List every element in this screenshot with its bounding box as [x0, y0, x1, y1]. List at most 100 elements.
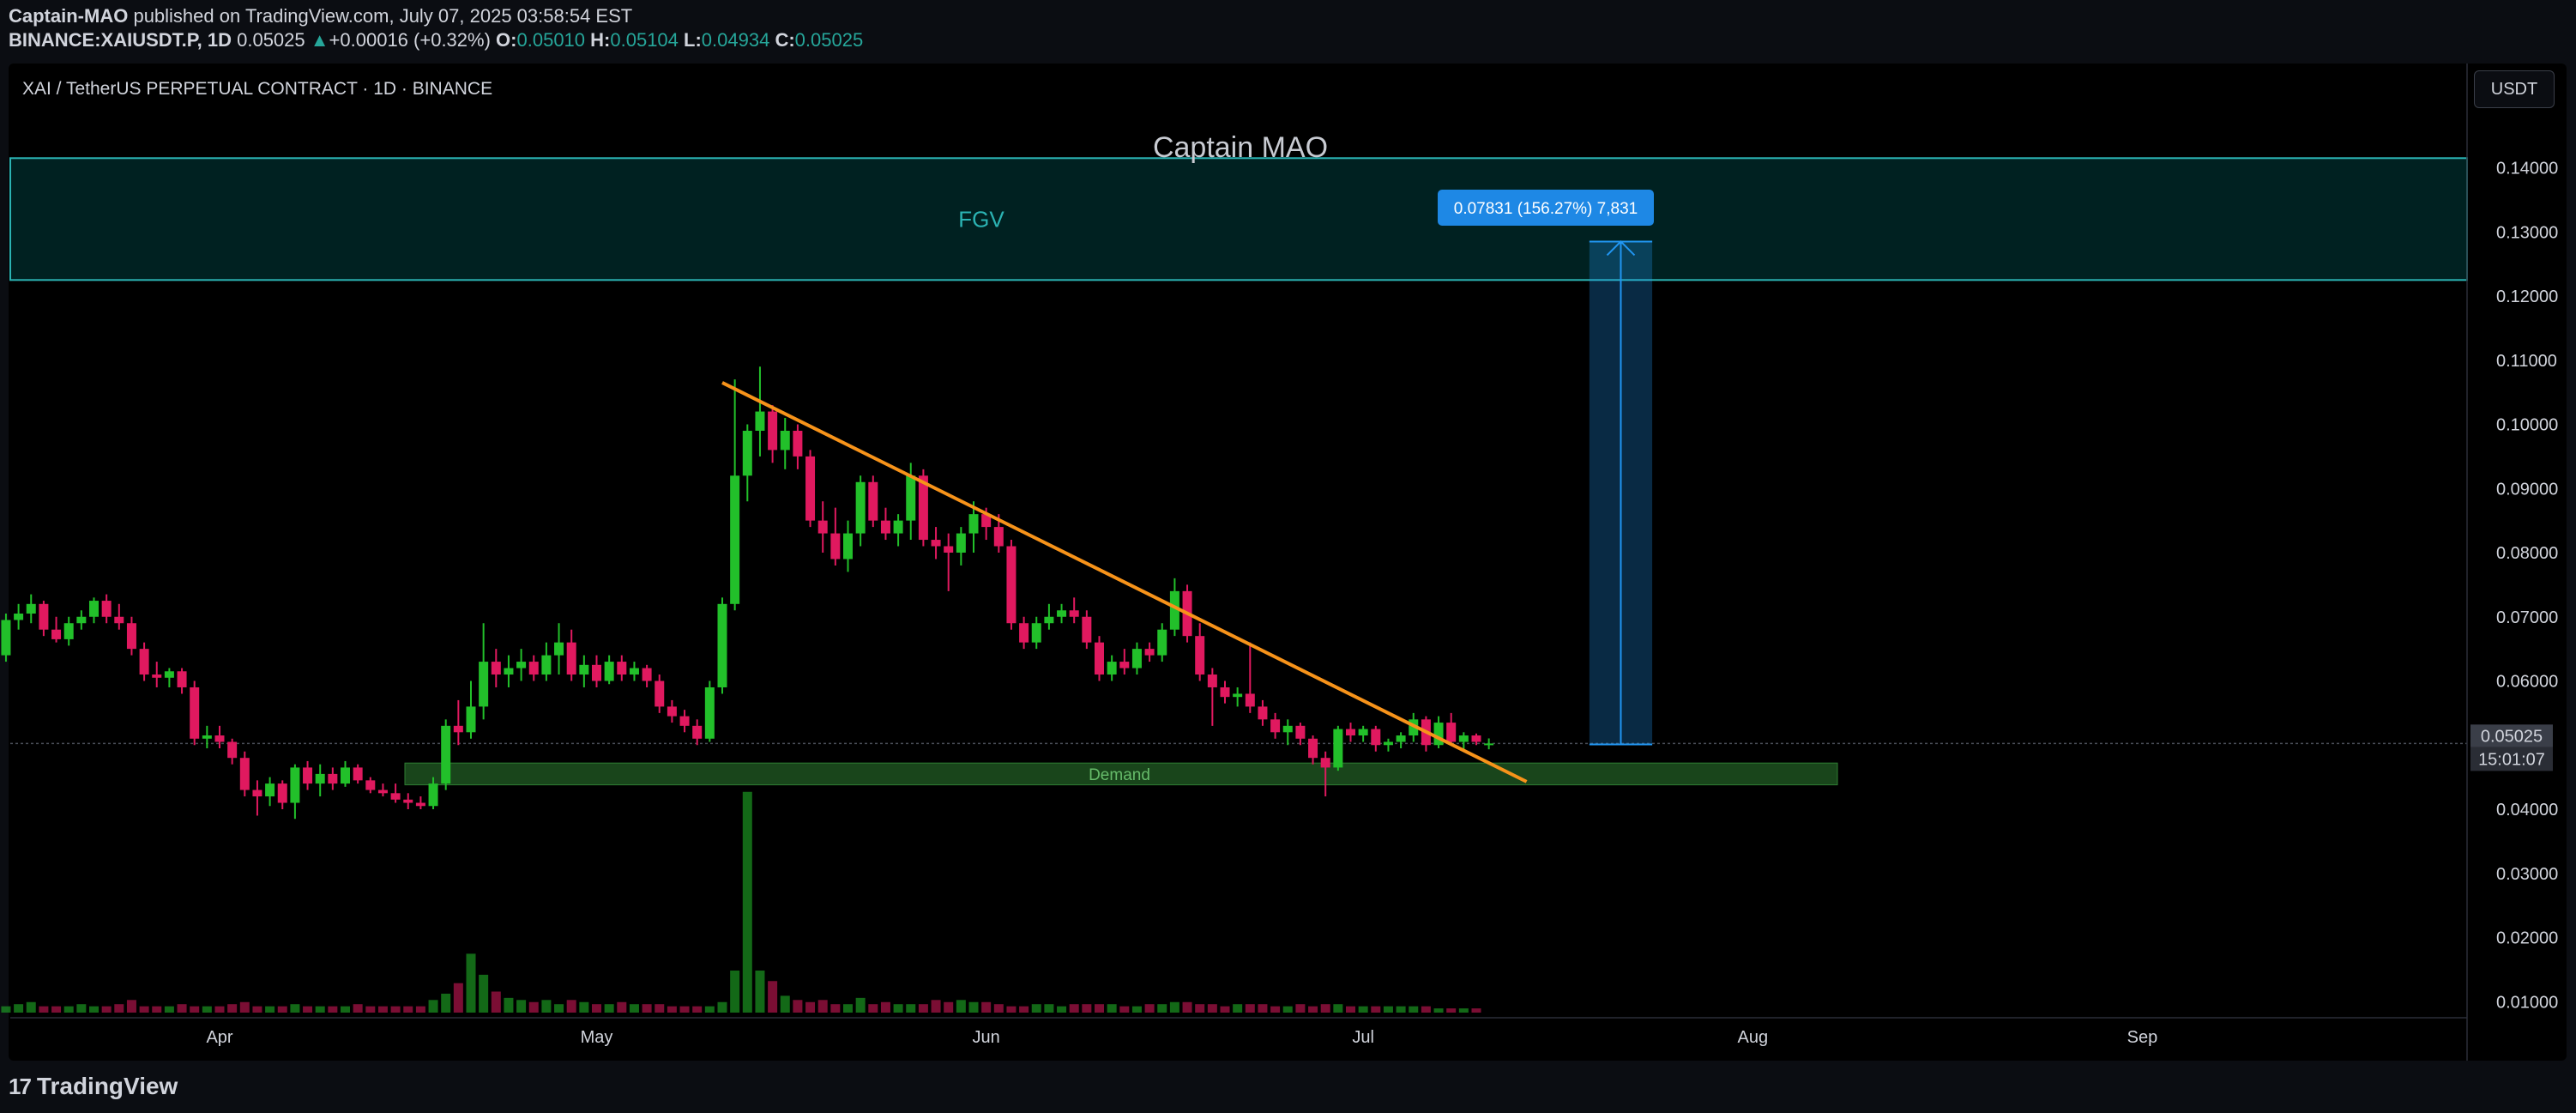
- price-tick-label: 0.03000: [2496, 865, 2558, 884]
- candle-body: [265, 783, 275, 797]
- candle-body: [1245, 693, 1255, 707]
- candle-body: [504, 668, 514, 675]
- volume-bar: [742, 791, 752, 1013]
- candle-body: [742, 430, 752, 476]
- candle-body: [918, 475, 928, 541]
- candle-body: [1258, 706, 1268, 720]
- tradingview-logo[interactable]: 17 TradingView: [9, 1073, 178, 1100]
- last-price-label-top: [2470, 724, 2553, 747]
- volume-bar: [1169, 1001, 1179, 1013]
- volume-bar: [1, 1006, 11, 1013]
- candle-body: [1044, 616, 1054, 624]
- volume-bar: [504, 997, 514, 1013]
- volume-bar: [918, 1004, 928, 1013]
- time-tick-label: Jul: [1352, 1028, 1374, 1047]
- volume-bar: [1044, 1004, 1054, 1013]
- candle-body: [855, 481, 866, 534]
- candle-body: [14, 614, 24, 620]
- volume-bar: [893, 1004, 903, 1013]
- candle-body: [768, 411, 778, 451]
- chart-symbol-title: XAI / TetherUS PERPETUAL CONTRACT · 1D ·…: [22, 79, 493, 99]
- time-tick-label: Jun: [973, 1028, 1000, 1047]
- volume-bar: [855, 997, 866, 1013]
- candle-body: [692, 725, 703, 739]
- candle-body: [667, 706, 677, 717]
- volume-bar: [152, 1006, 162, 1013]
- low-value: 0.04934: [701, 29, 770, 51]
- volume-bar: [1131, 1006, 1142, 1013]
- fgv-zone: [9, 157, 2468, 281]
- candle-body: [604, 662, 614, 681]
- candle-body: [893, 520, 903, 534]
- candle-body: [1082, 616, 1092, 643]
- candle-body: [341, 767, 350, 784]
- volume-bar: [1031, 1004, 1041, 1013]
- volume-bar: [1320, 1004, 1330, 1013]
- candle-body: [303, 767, 313, 784]
- volume-bar: [441, 993, 451, 1013]
- candle-body: [642, 668, 652, 681]
- candle-body: [1, 620, 11, 656]
- candle-body: [755, 411, 765, 431]
- volume-bar: [1458, 1008, 1469, 1013]
- volume-bar: [1119, 1006, 1130, 1013]
- volume-bar: [164, 1006, 174, 1013]
- volume-bar: [931, 1000, 941, 1013]
- volume-bar: [303, 1006, 313, 1013]
- volume-bar: [126, 1000, 136, 1013]
- volume-bar: [956, 1000, 966, 1013]
- candle-body: [956, 533, 966, 553]
- volume-bar: [39, 1006, 49, 1013]
- chart-panel[interactable]: [9, 64, 2567, 1061]
- volume-bar: [717, 1001, 727, 1013]
- author-name[interactable]: Captain-MAO: [9, 5, 129, 27]
- candle-body: [76, 616, 87, 624]
- candle-body: [730, 475, 740, 604]
- volume-bar: [202, 1006, 212, 1013]
- volume-bar: [1308, 1006, 1318, 1013]
- volume-bar: [265, 1006, 275, 1013]
- candle-body: [1006, 546, 1017, 624]
- price-tick-label: 0.13000: [2496, 223, 2558, 242]
- candle-body: [114, 616, 124, 624]
- candle-body: [968, 514, 979, 534]
- volume-bar: [629, 1004, 639, 1013]
- volume-bar: [14, 1004, 24, 1013]
- volume-bar: [1371, 1006, 1381, 1013]
- currency-button[interactable]: USDT: [2474, 70, 2555, 108]
- volume-bar: [1233, 1004, 1243, 1013]
- volume-bar: [114, 1004, 124, 1013]
- volume-bar: [1446, 1008, 1457, 1013]
- candle-body: [629, 668, 639, 675]
- candle-body: [26, 603, 36, 614]
- candle-body: [290, 767, 300, 803]
- footer-bar: [0, 1064, 2576, 1113]
- volume-bar: [1282, 1006, 1293, 1013]
- volume-bar: [642, 1004, 652, 1013]
- candle-body: [377, 789, 388, 794]
- volume-bar: [377, 1006, 388, 1013]
- candle-body: [679, 716, 690, 726]
- candle-body: [592, 664, 601, 681]
- candle-body: [277, 783, 287, 803]
- candle-body: [704, 687, 715, 739]
- volume-bar: [1245, 1004, 1255, 1013]
- measure-label-box: [1438, 190, 1654, 226]
- volume-bar: [177, 1004, 187, 1013]
- candle-body: [817, 520, 828, 534]
- last-price-label: 0.05025: [2481, 727, 2543, 746]
- volume-bar: [491, 991, 501, 1013]
- candle-body: [227, 741, 238, 759]
- candle-body: [126, 623, 136, 650]
- price-tick-label: 0.08000: [2496, 544, 2558, 563]
- trendline: [721, 381, 1528, 783]
- close-label: C:: [775, 29, 795, 51]
- candle-body: [328, 773, 338, 784]
- volume-bar: [51, 1006, 62, 1013]
- volume-bar: [190, 1006, 200, 1013]
- candle-body: [353, 767, 363, 781]
- volume-bar: [981, 1001, 992, 1013]
- volume-bar: [1182, 1001, 1192, 1013]
- candle-body: [177, 671, 187, 687]
